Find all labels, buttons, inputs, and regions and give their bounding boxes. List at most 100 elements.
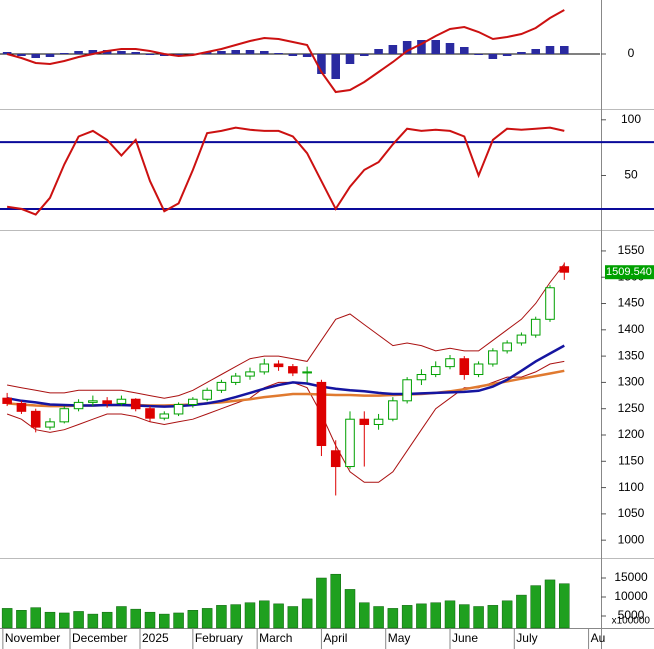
volume-bar — [144, 611, 156, 629]
last-price-label: 1509.540 — [606, 266, 652, 278]
y-tick-label: 1000 — [618, 532, 645, 546]
x-tick-label: April — [323, 631, 347, 645]
candle-body — [330, 450, 341, 468]
histogram-bar — [231, 50, 240, 54]
volume-bar — [444, 600, 456, 629]
volume-bar — [287, 606, 299, 629]
histogram-bar — [302, 54, 312, 57]
candle-body — [88, 400, 98, 403]
histogram-bar — [474, 54, 483, 55]
histogram-bar — [502, 54, 512, 56]
volume-bar — [159, 613, 170, 629]
volume-bar — [344, 589, 356, 629]
histogram-bar — [45, 54, 55, 57]
volume-bar — [173, 612, 184, 629]
candle-body — [488, 350, 498, 365]
volume-bar — [44, 611, 56, 629]
histogram-bar — [145, 54, 155, 55]
candle-body — [59, 408, 70, 423]
x-tick-label: June — [452, 631, 478, 645]
volume-bar — [401, 605, 413, 629]
volume-bar — [330, 573, 341, 629]
candle-body — [302, 371, 312, 374]
histogram-bar — [517, 52, 526, 54]
y-tick-label: 1100 — [618, 480, 644, 494]
histogram-bar — [117, 51, 126, 54]
indicator-line — [6, 344, 565, 408]
x-tick-label: November — [5, 631, 60, 645]
volume-bar — [544, 579, 556, 629]
volume-bar — [201, 608, 213, 629]
volume-bar — [501, 600, 513, 629]
candle-body — [130, 398, 141, 410]
volume-bar — [130, 608, 141, 629]
candle-body — [173, 403, 184, 415]
volume-bar — [387, 608, 399, 629]
histogram-bar — [260, 51, 269, 54]
candle-body — [202, 389, 212, 400]
candle-body — [102, 400, 112, 404]
candle-body — [45, 421, 55, 428]
y-tick-label: 100 — [621, 112, 641, 126]
y-tick-label: 1550 — [618, 243, 645, 257]
candle-body — [430, 366, 441, 376]
histogram-bar — [374, 49, 383, 54]
volume-multiplier: x100000 — [612, 616, 651, 627]
candle-body — [545, 287, 555, 320]
volume-bar — [459, 604, 470, 629]
x-tick-label: 2025 — [142, 631, 169, 645]
volume-bar — [359, 602, 370, 629]
histogram-bar — [217, 51, 226, 54]
candle-body — [388, 400, 398, 420]
volume-bar — [530, 585, 541, 629]
candle-body — [373, 418, 384, 425]
y-tick-label: 1200 — [618, 427, 645, 441]
candle-body — [559, 266, 570, 273]
volume-bar — [73, 611, 84, 629]
y-tick-label: 1350 — [618, 348, 645, 362]
x-tick-label: May — [388, 631, 411, 645]
histogram-bar — [345, 54, 355, 64]
candle-body — [188, 398, 198, 405]
volume-bar — [516, 594, 527, 629]
histogram-bar — [2, 52, 12, 54]
candle-body — [273, 363, 284, 368]
histogram-bar — [531, 49, 540, 54]
volume-bar — [87, 613, 99, 629]
histogram-bar — [17, 54, 26, 56]
histogram-bar — [545, 46, 555, 54]
histogram-bar — [388, 45, 398, 54]
volume-bar — [16, 610, 27, 629]
candle-body — [416, 374, 427, 381]
y-tick-label: 1250 — [618, 401, 645, 415]
candle-body — [345, 418, 355, 468]
x-tick-label: July — [516, 631, 537, 645]
volume-bar — [416, 603, 427, 629]
volume-bar — [301, 598, 313, 629]
volume-bar — [273, 603, 284, 629]
y-tick-label: 5000 — [618, 608, 645, 622]
histogram-bar — [60, 53, 69, 54]
indicator-line — [6, 9, 565, 94]
candle-body — [159, 413, 170, 419]
candle-body — [216, 381, 227, 391]
y-tick-label: 0 — [628, 46, 635, 60]
candle-body — [245, 371, 255, 377]
y-tick-label: 1400 — [618, 322, 645, 336]
candle-body — [259, 363, 270, 373]
volume-bar — [473, 606, 484, 629]
indicator-line — [7, 263, 565, 399]
histogram-bar — [360, 54, 369, 56]
histogram-bar — [402, 41, 412, 54]
y-tick-label: 1300 — [618, 375, 645, 389]
candle-body — [530, 318, 541, 336]
volume-bar — [230, 604, 241, 629]
histogram-bar — [74, 51, 83, 54]
y-tick-label: 50 — [624, 168, 638, 182]
x-tick-label: December — [72, 631, 127, 645]
last-price-box — [605, 265, 654, 280]
candle-body — [230, 375, 241, 383]
candle-body — [288, 366, 298, 374]
